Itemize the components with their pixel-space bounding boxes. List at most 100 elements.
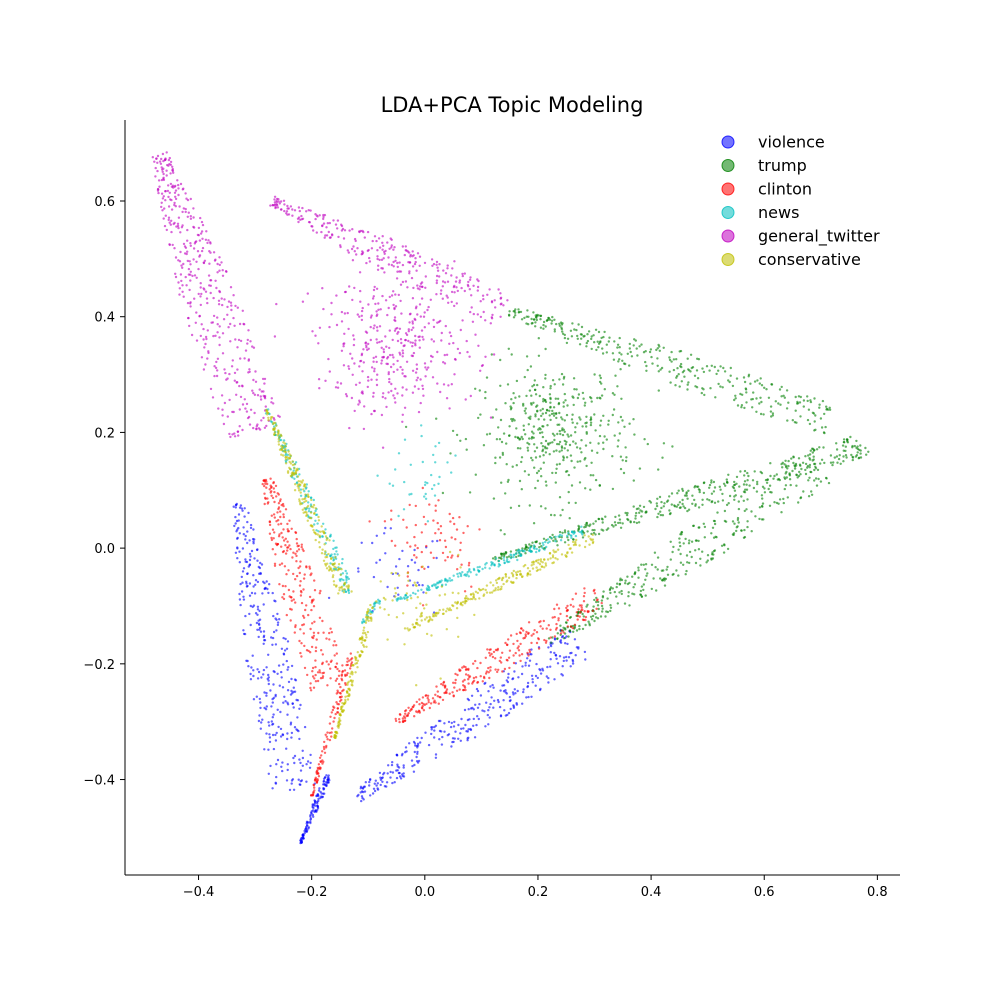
data-point bbox=[266, 411, 270, 414]
data-point bbox=[795, 484, 798, 487]
data-point bbox=[598, 374, 602, 377]
data-point bbox=[298, 571, 301, 575]
data-point bbox=[441, 583, 444, 586]
data-point bbox=[483, 710, 486, 713]
data-point bbox=[333, 569, 336, 572]
data-point bbox=[514, 314, 517, 317]
data-point bbox=[488, 716, 491, 719]
data-point bbox=[642, 351, 646, 354]
data-point bbox=[553, 330, 556, 333]
data-point bbox=[359, 300, 362, 303]
data-point bbox=[520, 488, 523, 491]
data-point bbox=[528, 650, 532, 654]
data-point bbox=[530, 550, 533, 553]
data-point bbox=[732, 486, 736, 490]
data-point bbox=[311, 525, 314, 528]
data-point bbox=[528, 389, 532, 392]
data-point bbox=[552, 450, 556, 453]
data-point bbox=[258, 714, 261, 717]
data-point bbox=[224, 371, 227, 375]
data-point bbox=[656, 515, 659, 519]
data-point bbox=[277, 535, 281, 538]
data-point bbox=[771, 414, 775, 417]
data-point bbox=[237, 434, 240, 437]
data-point bbox=[444, 559, 447, 562]
data-point bbox=[585, 341, 588, 345]
data-point bbox=[359, 289, 362, 293]
data-point bbox=[722, 551, 726, 554]
data-point bbox=[499, 292, 502, 295]
data-point bbox=[181, 266, 184, 269]
data-point bbox=[540, 414, 543, 418]
data-point bbox=[712, 553, 715, 556]
data-point bbox=[484, 319, 487, 322]
data-point bbox=[273, 418, 276, 421]
data-point bbox=[306, 519, 309, 522]
data-point bbox=[305, 825, 308, 829]
data-point bbox=[427, 305, 430, 309]
data-point bbox=[508, 310, 511, 313]
data-point bbox=[490, 316, 493, 319]
data-point bbox=[445, 294, 448, 297]
data-point bbox=[510, 572, 514, 575]
data-point bbox=[361, 796, 364, 800]
data-point bbox=[407, 261, 410, 264]
data-point bbox=[441, 735, 444, 739]
data-point bbox=[564, 628, 567, 631]
data-point bbox=[556, 548, 560, 551]
data-point bbox=[482, 675, 486, 679]
data-point bbox=[579, 611, 582, 614]
data-point bbox=[536, 479, 540, 482]
data-point bbox=[167, 195, 170, 199]
data-point bbox=[256, 608, 260, 611]
data-point bbox=[525, 546, 528, 549]
data-point bbox=[284, 585, 287, 588]
data-point bbox=[436, 539, 439, 543]
data-point bbox=[611, 352, 615, 355]
data-point bbox=[531, 385, 534, 388]
data-point bbox=[406, 286, 409, 289]
data-point bbox=[293, 761, 296, 765]
data-point bbox=[388, 482, 391, 485]
data-point bbox=[260, 563, 264, 566]
data-point bbox=[586, 333, 589, 336]
data-point bbox=[217, 407, 220, 410]
data-point bbox=[683, 375, 686, 378]
data-point bbox=[499, 297, 502, 300]
data-point bbox=[294, 578, 297, 581]
data-point bbox=[452, 574, 455, 577]
data-point bbox=[383, 271, 386, 274]
data-point bbox=[838, 454, 841, 457]
data-point bbox=[286, 522, 289, 526]
data-point bbox=[388, 295, 391, 299]
data-point bbox=[339, 579, 342, 582]
data-point bbox=[770, 415, 773, 418]
data-point bbox=[412, 704, 416, 707]
data-point bbox=[260, 419, 263, 422]
data-point bbox=[563, 447, 566, 450]
data-point bbox=[588, 624, 591, 627]
data-point bbox=[450, 536, 453, 539]
data-point bbox=[558, 324, 561, 327]
data-point bbox=[325, 226, 328, 229]
data-point bbox=[391, 484, 395, 487]
data-point bbox=[634, 571, 637, 574]
data-point bbox=[512, 316, 516, 319]
data-point bbox=[349, 672, 352, 675]
data-point bbox=[451, 516, 455, 520]
data-point bbox=[811, 447, 814, 450]
data-point bbox=[315, 794, 318, 798]
data-point bbox=[493, 699, 496, 702]
data-point bbox=[412, 591, 415, 595]
data-point bbox=[797, 474, 801, 478]
data-point bbox=[446, 607, 449, 610]
data-point bbox=[524, 412, 527, 415]
data-point bbox=[424, 275, 427, 278]
data-point bbox=[740, 406, 743, 409]
data-point bbox=[418, 255, 422, 258]
data-point bbox=[271, 716, 274, 719]
data-point bbox=[310, 608, 313, 612]
data-point bbox=[194, 321, 197, 324]
data-point bbox=[535, 446, 539, 449]
data-point bbox=[460, 717, 463, 721]
